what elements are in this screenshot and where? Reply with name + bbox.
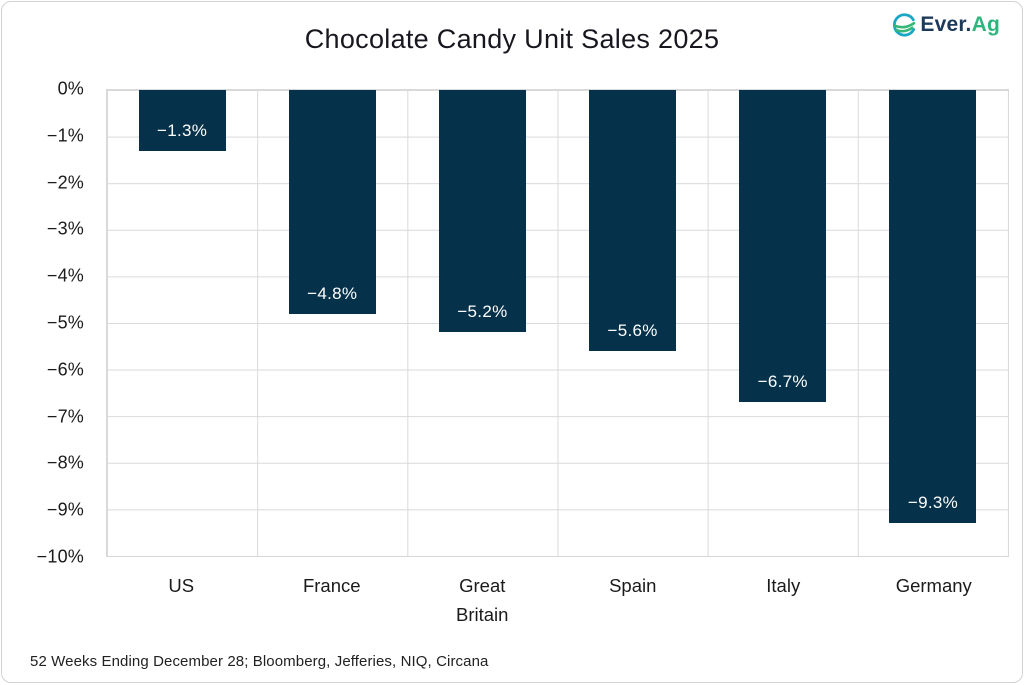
x-axis-category-label: Italy (766, 575, 801, 596)
bar-germany: −9.3% (889, 90, 977, 524)
x-axis-category-label: France (302, 575, 361, 596)
y-axis-tick-label: −4% (46, 265, 84, 286)
brand-name-secondary: Ag (971, 13, 1000, 36)
brand-logo: Ever.Ag (891, 12, 1000, 38)
bar-france: −4.8% (288, 90, 376, 314)
bar-us: −1.3% (138, 90, 226, 151)
everag-logo-icon (891, 12, 917, 38)
x-axis-category-label: Spain (609, 575, 657, 596)
bar-value-label: −9.3% (907, 493, 959, 513)
bar-value-label: −6.7% (757, 372, 808, 392)
y-axis: 0% −1% −2% −3% −4% −5% −6% −7% −8% −9% −10% (2, 79, 84, 567)
bar-column-spain: −5.6% (558, 90, 708, 556)
y-axis-tick-label: −10% (36, 546, 84, 567)
y-axis-tick-label: −6% (46, 359, 84, 380)
bar-column-france: −4.8% (257, 90, 407, 556)
chart-title: Chocolate Candy Unit Sales 2025 (304, 24, 720, 54)
bar-italy: −6.7% (739, 90, 827, 403)
y-axis-tick-label: −8% (46, 452, 84, 473)
x-axis-category-label: Great Britain (456, 575, 509, 625)
y-axis-tick-label: −5% (46, 312, 84, 333)
bar-value-label: −4.8% (307, 283, 358, 303)
bar-spain: −5.6% (589, 90, 677, 351)
bar-value-label: −5.2% (457, 302, 508, 322)
bar-column-us: −1.3% (107, 90, 257, 556)
bar-column-italy: −6.7% (708, 90, 858, 556)
y-axis-tick-label: −2% (46, 172, 84, 193)
y-axis-tick-label: −3% (46, 218, 84, 239)
y-axis-tick-label: −9% (46, 499, 84, 520)
bar-great-britain: −5.2% (438, 90, 526, 333)
bars-layer: −1.3% −4.8% −5.2% −5.6% −6.7% −9.3% (107, 90, 1008, 556)
x-axis: US France Great Britain Spain Italy Germany (106, 572, 1009, 629)
bar-value-label: −1.3% (156, 120, 208, 140)
brand-name-primary: Ever. (920, 13, 972, 36)
source-note: 52 Weeks Ending December 28; Bloomberg, … (30, 653, 489, 670)
bar-value-label: −5.6% (607, 320, 658, 340)
x-axis-category-label: Germany (895, 575, 972, 596)
y-axis-tick-label: 0% (57, 78, 84, 99)
y-axis-tick-label: −7% (46, 406, 84, 427)
bar-column-great-britain: −5.2% (407, 90, 557, 556)
plot-area: −1.3% −4.8% −5.2% −5.6% −6.7% −9.3% (106, 89, 1009, 557)
y-axis-tick-label: −1% (46, 125, 84, 146)
x-axis-category-label: US (168, 575, 195, 596)
bar-column-germany: −9.3% (858, 90, 1008, 556)
brand-name: Ever.Ag (920, 13, 1000, 37)
